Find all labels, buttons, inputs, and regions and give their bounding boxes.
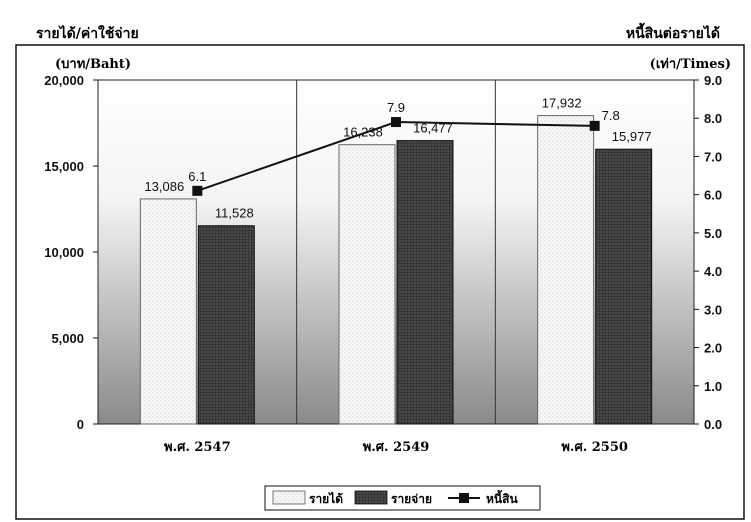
point-debt-1 — [391, 117, 401, 128]
y-left-tick-label-3: 15,000 — [44, 159, 84, 174]
data-label-income-0: 13,086 — [144, 179, 184, 194]
point-debt-2 — [589, 120, 600, 131]
bar-expense-0 — [197, 225, 255, 425]
title-right: หนี้สินต่อรายได้ — [626, 22, 720, 42]
data-label-debt-1: 7.9 — [387, 100, 405, 115]
line-layer — [192, 117, 600, 196]
y-left-tick-label-0: 0 — [77, 417, 84, 432]
y-right-tick-label-9: 9.0 — [704, 73, 722, 88]
y-right-tick-label-5: 5.0 — [704, 226, 722, 241]
bar-income-0 — [139, 198, 197, 425]
y-left-tick-label-2: 10,000 — [44, 245, 84, 260]
ylabel-right: (เท่า/Times) — [650, 57, 731, 72]
legend-marker-debt — [459, 493, 469, 503]
x-tick-label-2: พ.ศ. 2550 — [561, 440, 628, 455]
y-right-tick-label-8: 8.0 — [704, 111, 722, 126]
y-right-tick-label-2: 2.0 — [704, 341, 722, 356]
point-debt-0 — [192, 185, 203, 196]
bar-income-2 — [537, 115, 595, 425]
bar-expense-1 — [396, 140, 454, 425]
title-left: รายได้/ค่าใช้จ่าย — [36, 24, 139, 42]
y-right-tick-label-4: 4.0 — [704, 264, 722, 279]
y-right-tick-label-1: 1.0 — [704, 379, 722, 394]
legend-box — [264, 485, 541, 511]
y-right-tick-label-3: 3.0 — [704, 302, 722, 317]
bar-expense-2 — [595, 148, 653, 425]
data-label-debt-0: 6.1 — [188, 169, 206, 184]
y-left-tick-label-1: 5,000 — [51, 331, 84, 346]
labels-layer: 13,086 11,528 16,238 16,477 17,932 15,977 6.1 7… — [144, 96, 651, 221]
data-label-expense-2: 15,977 — [612, 129, 652, 144]
data-label-income-2: 17,932 — [542, 96, 582, 111]
data-label-debt-2: 7.8 — [602, 108, 620, 123]
y-right-tick-label-7: 7.0 — [704, 149, 722, 164]
y-right-tick-label-0: 0.0 — [704, 417, 722, 432]
y-right-tick-label-6: 6.0 — [704, 188, 722, 203]
bars-layer — [139, 115, 653, 425]
x-tick-label-1: พ.ศ. 2549 — [363, 440, 430, 455]
plot-area — [97, 79, 695, 425]
y-left-tick-label-4: 20,000 — [44, 73, 84, 88]
ylabel-left: (บาท/Baht) — [55, 57, 131, 72]
data-label-income-1: 16,238 — [343, 125, 383, 140]
legend-label-expense: รายจ่าย — [391, 492, 432, 506]
bar-income-1 — [338, 144, 396, 425]
legend-swatch-income — [272, 490, 306, 505]
data-label-expense-1: 16,477 — [413, 121, 453, 136]
grid-layer — [296, 80, 496, 424]
x-tick-label-0: พ.ศ. 2547 — [164, 440, 231, 455]
legend-label-income: รายได้ — [309, 491, 343, 506]
legend-swatch-expense — [354, 490, 388, 505]
legend: รายได้ รายจ่าย หนี้สิน — [264, 485, 541, 511]
legend-label-debt: หนี้สิน — [486, 489, 518, 506]
axes-layer: พ.ศ. 2547 พ.ศ. 2549 พ.ศ. 2550 0 5,000 10,000 1… — [44, 73, 722, 455]
data-label-expense-0: 11,528 — [215, 206, 254, 221]
